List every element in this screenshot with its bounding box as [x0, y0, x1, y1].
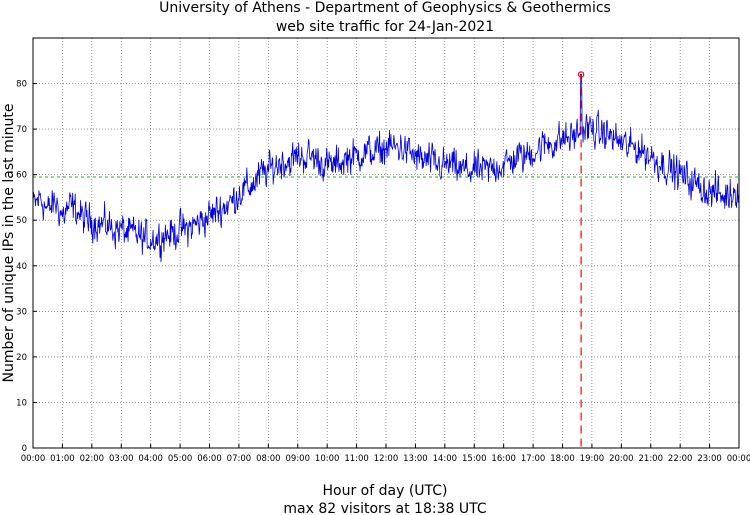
- x-tick-label: 19:00: [580, 454, 605, 464]
- plot-frame: [32, 37, 740, 449]
- y-tick-label: 0: [22, 444, 27, 454]
- max-caption: max 82 visitors at 18:38 UTC: [283, 501, 486, 515]
- x-tick-label: 10:00: [315, 454, 340, 464]
- x-tick-label: 17:00: [521, 454, 546, 464]
- x-tick-label: 01:00: [50, 454, 75, 464]
- y-tick-label: 40: [16, 262, 27, 272]
- chart-title: University of Athens - Department of Geo…: [159, 0, 611, 16]
- x-tick-label: 11:00: [344, 454, 369, 464]
- y-tick-label: 50: [16, 216, 27, 226]
- x-tick-label: 18:00: [550, 454, 575, 464]
- x-tick-label: 06:00: [197, 454, 222, 464]
- y-tick-label: 30: [16, 307, 27, 317]
- x-tick-label: 21:00: [639, 454, 664, 464]
- y-tick-label: 10: [16, 398, 27, 408]
- y-tick-label: 20: [16, 353, 27, 363]
- x-tick-label: 13:00: [403, 454, 428, 464]
- grid: [32, 38, 740, 449]
- y-tick-labels: 0 10 20 30 40 50 60 70 80: [16, 80, 27, 454]
- y-tick-label: 60: [16, 171, 27, 181]
- x-tick-label: 00:00: [21, 454, 46, 464]
- x-tick-label: 00:00: [727, 454, 750, 464]
- max-marker-point: [577, 71, 585, 78]
- x-tick-label: 02:00: [80, 454, 105, 464]
- x-tick-label: 12:00: [374, 454, 399, 464]
- x-tick-label: 16:00: [491, 454, 516, 464]
- x-tick-label: 22:00: [668, 454, 693, 464]
- x-tick-label: 05:00: [168, 454, 193, 464]
- y-tick-label: 70: [16, 125, 27, 135]
- x-tick-label: 09:00: [286, 454, 311, 464]
- x-tick-label: 20:00: [609, 454, 634, 464]
- x-tick-label: 14:00: [433, 454, 458, 464]
- x-tick-label: 15:00: [462, 454, 487, 464]
- x-tick-label: 04:00: [138, 454, 163, 464]
- y-axis-label: Number of unique IPs in the last minute: [1, 104, 17, 383]
- x-tick-label: 07:00: [227, 454, 252, 464]
- chart-subtitle: web site traffic for 24-Jan-2021: [276, 19, 494, 35]
- series-line: [32, 74, 740, 263]
- x-tick-label: 03:00: [109, 454, 134, 464]
- y-tick-label: 80: [16, 80, 27, 90]
- x-axis-label: Hour of day (UTC): [323, 483, 448, 499]
- x-tick-label: 23:00: [697, 454, 722, 464]
- x-tick-label: 08:00: [256, 454, 281, 464]
- x-tick-labels: 00:00 01:00 02:00 03:00 04:00 05:00 06:00 07:00…: [21, 454, 750, 464]
